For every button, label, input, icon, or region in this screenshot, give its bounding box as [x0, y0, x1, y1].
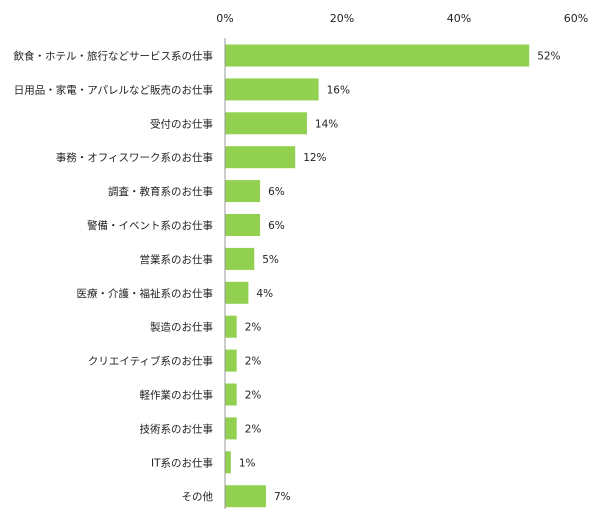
- bar: [225, 214, 261, 236]
- bar: [225, 281, 249, 304]
- data-label: 5%: [262, 254, 279, 266]
- bar: [225, 315, 237, 338]
- data-label: 2%: [245, 423, 262, 435]
- category-label: 軽作業のお仕事: [140, 389, 214, 402]
- data-label: 14%: [315, 118, 338, 130]
- data-label: 2%: [245, 390, 262, 402]
- category-label: 製造のお仕事: [150, 321, 213, 334]
- x-tick-label: 60%: [564, 12, 588, 25]
- category-label: その他: [182, 490, 214, 503]
- category-label: 警備・イベント系のお仕事: [87, 219, 213, 232]
- category-label: 日用品・家電・アパレルなど販売のお仕事: [14, 83, 214, 96]
- data-label: 4%: [256, 288, 273, 300]
- bars: [225, 44, 530, 508]
- data-label: 6%: [268, 186, 285, 198]
- bar: [225, 485, 266, 508]
- data-label: 12%: [303, 152, 326, 164]
- value-labels: 52% 16% 14% 12% 6% 6% 5% 4% 2% 2% 2% 2% 1% 7%: [239, 51, 561, 504]
- category-label: 飲食・ホテル・旅行などサービス系の仕事: [14, 50, 214, 63]
- bar: [225, 112, 307, 135]
- data-label: 7%: [274, 491, 291, 503]
- category-label: 医療・介護・福祉系のお仕事: [77, 287, 214, 300]
- data-label: 16%: [327, 84, 350, 96]
- category-label: 受付のお仕事: [150, 117, 213, 130]
- bar: [225, 44, 530, 67]
- data-label: 6%: [268, 220, 285, 232]
- bar: [225, 247, 255, 270]
- bar: [225, 78, 319, 101]
- data-label: 1%: [239, 457, 256, 469]
- category-label: 営業系のお仕事: [140, 253, 214, 266]
- category-label: クリエイティブ系のお仕事: [88, 355, 214, 368]
- x-axis-ticks: 0% 20% 40% 60%: [216, 12, 588, 25]
- bar: [225, 349, 237, 372]
- bar: [225, 180, 261, 203]
- data-label: 52%: [537, 51, 560, 63]
- category-label: IT系のお仕事: [151, 456, 214, 469]
- x-tick-label: 0%: [216, 12, 233, 25]
- bar: [225, 146, 296, 169]
- data-label: 2%: [245, 322, 262, 334]
- data-label: 2%: [245, 356, 262, 368]
- category-labels: 飲食・ホテル・旅行などサービス系の仕事日用品・家電・アパレルなど販売のお仕事受付…: [14, 50, 214, 504]
- bar: [225, 451, 231, 474]
- x-tick-label: 40%: [447, 12, 471, 25]
- bar: [225, 383, 237, 406]
- bar: [225, 417, 237, 440]
- x-tick-label: 20%: [330, 12, 354, 25]
- category-label: 調査・教育系のお仕事: [108, 185, 213, 198]
- category-label: 事務・オフィスワーク系のお仕事: [56, 151, 214, 164]
- category-label: 技術系のお仕事: [140, 422, 214, 435]
